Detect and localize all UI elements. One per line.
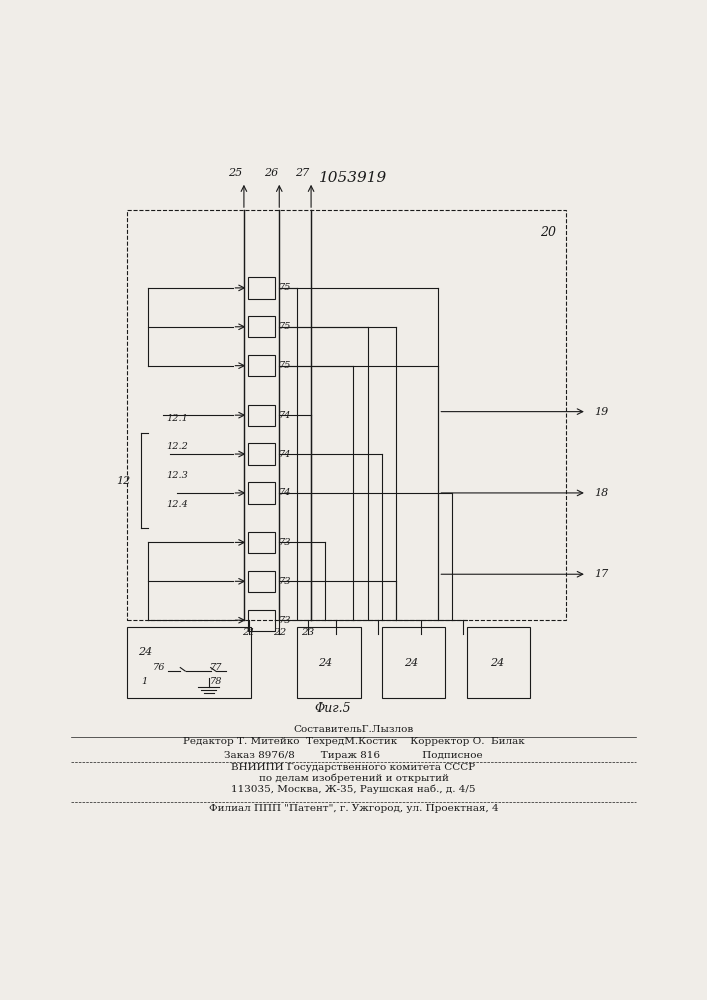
Text: ВНИИПИ Государственного комитета СССР: ВНИИПИ Государственного комитета СССР [231,763,476,772]
Bar [248,443,275,465]
Text: 12.3: 12.3 [166,471,188,480]
Text: 76: 76 [153,663,165,672]
Text: 25: 25 [228,168,243,178]
Text: 12.1: 12.1 [166,414,188,423]
Text: 12.2: 12.2 [166,442,188,451]
Text: Заказ 8976/8        Тираж 816             Подписное: Заказ 8976/8 Тираж 816 Подписное [224,751,483,760]
Text: 75: 75 [279,361,291,370]
Text: 17: 17 [594,569,608,579]
Text: 27: 27 [296,168,310,178]
Text: 73: 73 [279,538,291,547]
Bar [248,482,275,504]
Text: 26: 26 [264,168,278,178]
Text: 74: 74 [279,411,291,420]
Text: 20: 20 [540,226,556,239]
Text: 24: 24 [318,658,332,668]
Text: 24: 24 [404,658,419,668]
Text: 19: 19 [594,407,608,417]
Text: Филиал ППП "Патент", г. Ужгород, ул. Проектная, 4: Филиал ППП "Патент", г. Ужгород, ул. Про… [209,804,498,813]
Text: 22: 22 [273,628,286,637]
Bar [382,627,445,698]
Bar [297,627,361,698]
Text: 24: 24 [138,647,152,657]
Text: 73: 73 [279,577,291,586]
Bar [248,610,275,631]
Text: 18: 18 [594,488,608,498]
Bar [248,316,275,337]
Text: 74: 74 [279,488,291,497]
Text: 74: 74 [279,450,291,459]
Text: Редактор Т. Митейко  ТехредМ.Костик    Корректор О.  Билак: Редактор Т. Митейко ТехредМ.Костик Корре… [182,737,525,746]
Text: по делам изобретений и открытий: по делам изобретений и открытий [259,773,448,783]
Text: 23: 23 [301,628,314,637]
Bar [248,277,275,299]
Bar [127,627,251,698]
Bar [248,571,275,592]
Text: 75: 75 [279,322,291,331]
Text: 113035, Москва, Ж-35, Раушская наб., д. 4/5: 113035, Москва, Ж-35, Раушская наб., д. … [231,784,476,794]
Text: 73: 73 [279,616,291,625]
Text: 75: 75 [279,283,291,292]
Text: 78: 78 [209,677,222,686]
Bar [248,405,275,426]
Bar [248,532,275,553]
Text: 24: 24 [490,658,504,668]
Text: 12: 12 [117,476,131,486]
Text: СоставительГ.Лызлов: СоставительГ.Лызлов [293,725,414,734]
Text: 21: 21 [243,628,255,637]
Text: Φиг.5: Φиг.5 [314,702,351,715]
Bar [248,355,275,376]
Text: 12.4: 12.4 [166,500,188,509]
Text: 77: 77 [209,663,222,672]
Bar [467,627,530,698]
Text: 1053919: 1053919 [320,171,387,185]
Text: 1: 1 [142,677,148,686]
